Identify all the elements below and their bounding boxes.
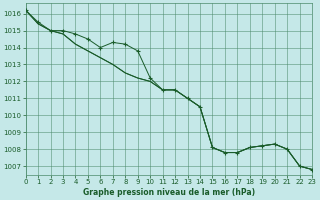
X-axis label: Graphe pression niveau de la mer (hPa): Graphe pression niveau de la mer (hPa) bbox=[83, 188, 255, 197]
